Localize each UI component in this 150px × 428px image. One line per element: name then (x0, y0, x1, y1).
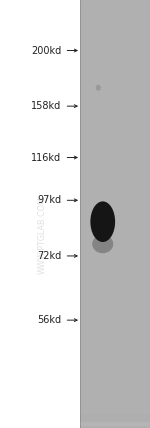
Bar (80, 415, 150, 422)
Bar (80, 415, 150, 422)
Bar (80, 419, 150, 426)
Bar (80, 421, 150, 428)
Bar (80, 420, 150, 428)
Bar (80, 417, 150, 424)
Text: 200kd: 200kd (31, 45, 62, 56)
Bar (80, 414, 150, 422)
Bar (80, 418, 150, 425)
Bar (80, 416, 150, 424)
Bar (80, 414, 150, 422)
Bar (80, 415, 150, 422)
Bar (80, 416, 150, 423)
Ellipse shape (92, 235, 113, 253)
Bar (80, 419, 150, 427)
Bar (80, 420, 150, 428)
Text: 97kd: 97kd (37, 195, 62, 205)
Bar (80, 414, 150, 421)
Bar (80, 420, 150, 427)
Text: 56kd: 56kd (37, 315, 62, 325)
Bar (80, 418, 150, 425)
Bar (80, 417, 150, 424)
Bar (80, 416, 150, 423)
Bar (80, 419, 150, 426)
Bar (80, 415, 150, 422)
Bar (80, 414, 150, 421)
Bar (80, 419, 150, 427)
Bar (80, 419, 150, 425)
Bar (80, 418, 150, 425)
Text: 116kd: 116kd (31, 152, 62, 163)
Text: WWW.PTGLAB.COM: WWW.PTGLAB.COM (38, 196, 46, 274)
Bar (80, 415, 150, 422)
Bar (80, 418, 150, 425)
Bar (80, 416, 150, 422)
Bar (80, 418, 150, 425)
Ellipse shape (96, 85, 101, 91)
Bar (80, 419, 150, 426)
Bar (80, 418, 150, 425)
Bar (80, 415, 150, 422)
Bar (80, 420, 150, 427)
Bar (80, 417, 150, 424)
Bar (80, 421, 150, 428)
Bar (80, 416, 150, 423)
Text: 158kd: 158kd (31, 101, 62, 111)
Bar (80, 416, 150, 423)
Ellipse shape (90, 202, 115, 242)
Bar (80, 419, 150, 426)
Bar (80, 420, 150, 427)
Bar (80, 416, 150, 423)
Bar (80, 417, 150, 425)
Bar (80, 419, 150, 426)
Bar (80, 415, 150, 422)
Bar (80, 419, 150, 426)
Bar (80, 416, 150, 423)
Bar (80, 417, 150, 425)
Bar (80, 0, 150, 428)
Bar (80, 421, 150, 428)
Bar (80, 416, 150, 423)
Bar (80, 418, 150, 425)
Bar (80, 420, 150, 427)
Bar (80, 414, 150, 421)
Bar (80, 420, 150, 427)
Bar (80, 417, 150, 424)
Bar (80, 419, 150, 426)
Bar (80, 416, 150, 424)
Bar (80, 414, 150, 421)
Text: 72kd: 72kd (37, 251, 62, 261)
Bar (80, 420, 150, 428)
Bar (80, 417, 150, 424)
Bar (80, 416, 150, 423)
Bar (80, 419, 150, 425)
